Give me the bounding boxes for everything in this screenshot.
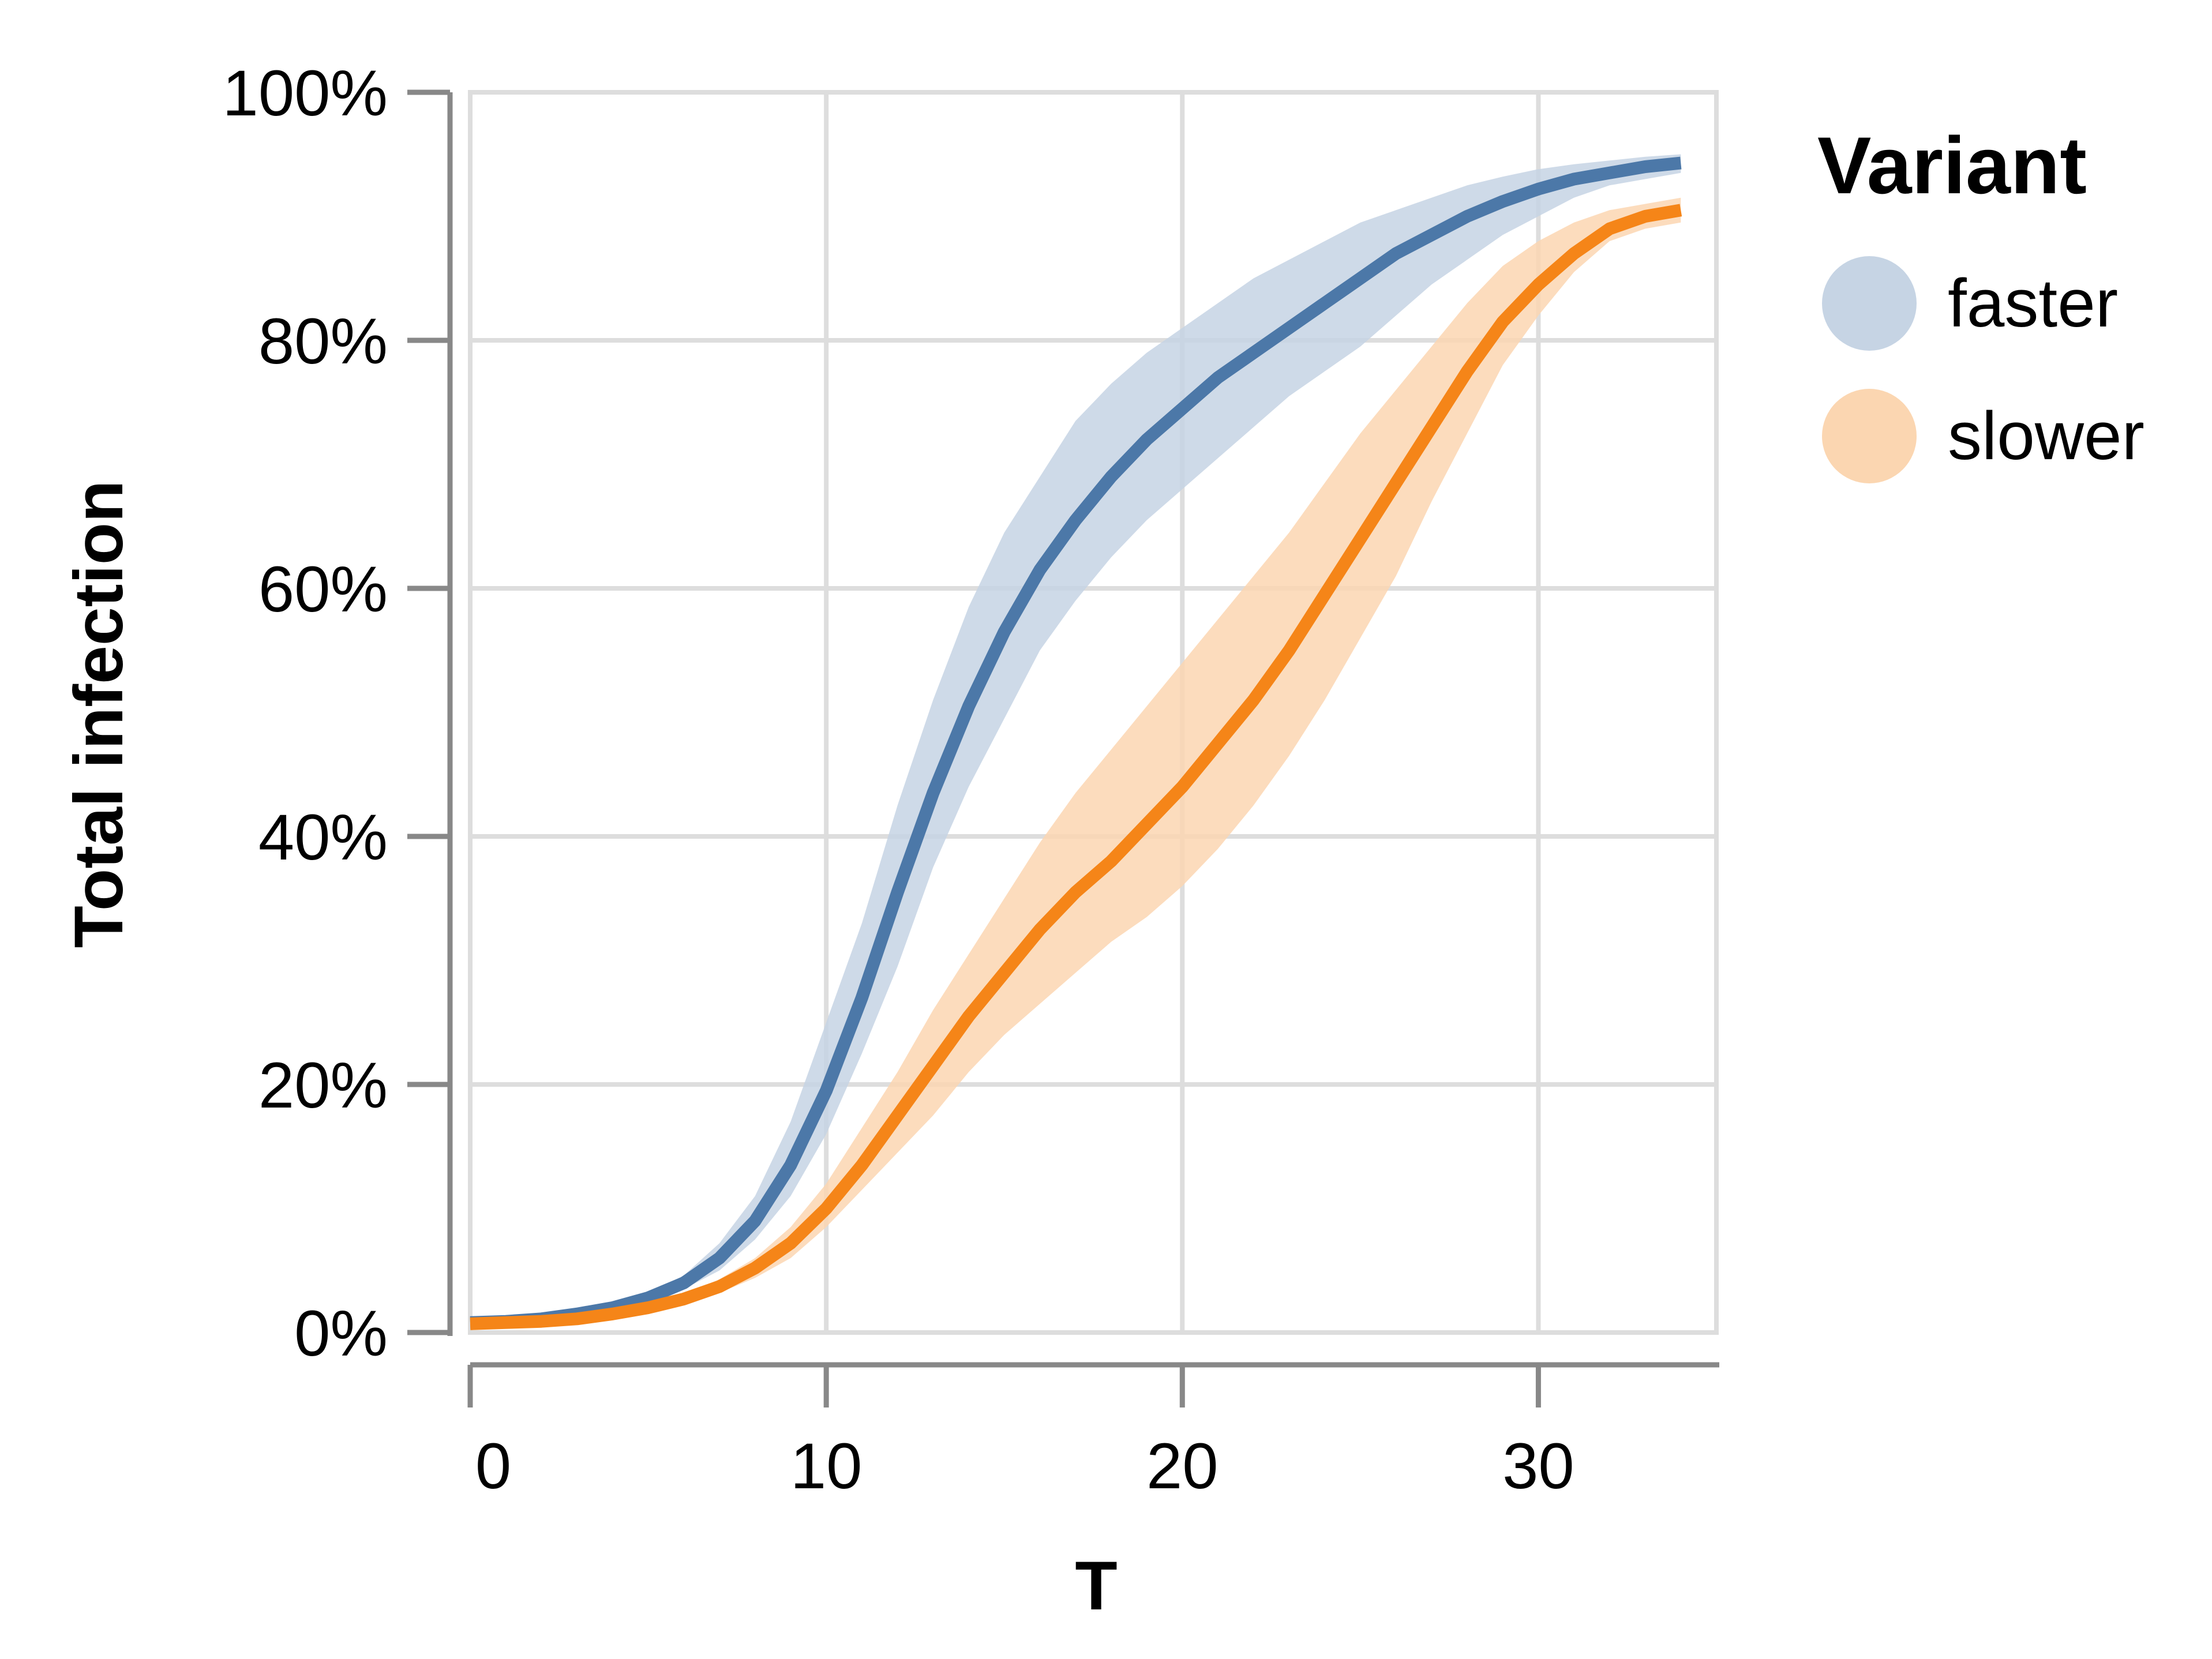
y-ticks: 0% 20% 40% 60% 80% 100%: [223, 57, 450, 1369]
legend-title: Variant: [1817, 120, 2087, 211]
legend-swatch-faster: [1822, 256, 1917, 351]
legend: Variant faster slower: [1817, 120, 2144, 483]
series-lines: [470, 156, 1682, 1330]
y-tick-label: 60%: [258, 553, 388, 625]
series-line-faster: [470, 156, 1682, 1329]
y-tick-label: 80%: [258, 305, 388, 377]
x-tick-label: 30: [1502, 1430, 1574, 1502]
axes: [447, 92, 1719, 1368]
band-slower: [470, 197, 1681, 1326]
y-tick-label: 0%: [294, 1297, 388, 1369]
series-line-slower: [470, 204, 1682, 1330]
x-tick-label: 20: [1146, 1430, 1219, 1502]
legend-label-slower: slower: [1948, 398, 2144, 474]
y-axis-title: Total infection: [60, 480, 137, 948]
x-axis-title: T: [1075, 1547, 1117, 1624]
y-tick-label: 100%: [223, 57, 388, 129]
y-tick-label: 20%: [258, 1049, 388, 1121]
x-tick-label: 10: [790, 1430, 863, 1502]
x-tick-label: 0: [475, 1430, 511, 1502]
x-ticks: 0 10 20 30: [467, 1365, 1574, 1502]
y-tick-label: 40%: [258, 801, 388, 873]
confidence-bands: [470, 154, 1681, 1326]
legend-label-faster: faster: [1948, 265, 2118, 341]
legend-swatch-slower: [1822, 389, 1917, 483]
